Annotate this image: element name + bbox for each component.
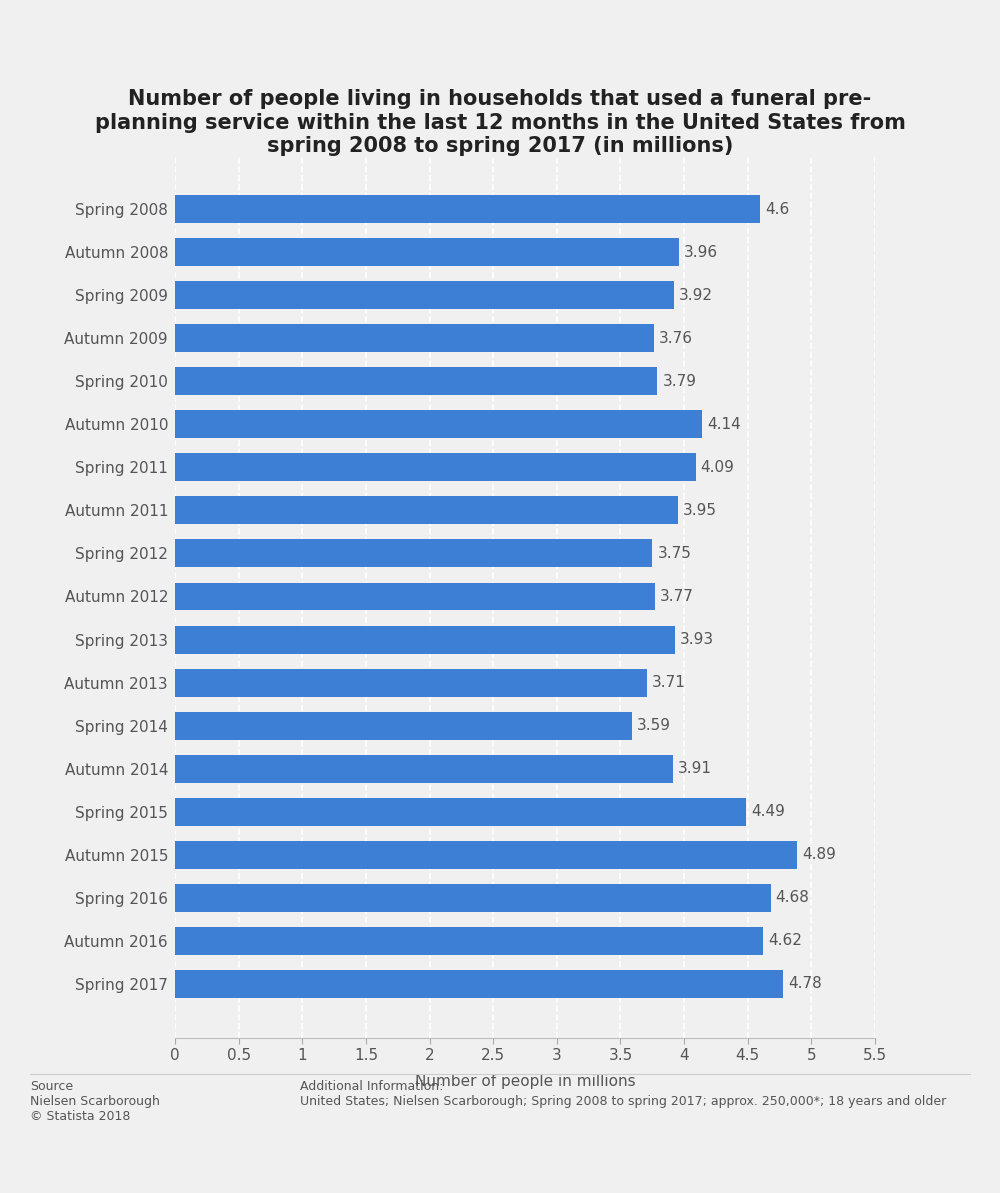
Text: 4.14: 4.14 [707, 416, 741, 432]
Text: 4.62: 4.62 [768, 933, 802, 948]
Text: 3.93: 3.93 [680, 632, 714, 647]
Text: 3.76: 3.76 [659, 330, 693, 346]
Text: 4.89: 4.89 [802, 847, 836, 863]
Text: 3.79: 3.79 [662, 373, 696, 389]
Bar [175, 711, 632, 740]
Text: 4.49: 4.49 [752, 804, 785, 820]
Text: 3.77: 3.77 [660, 589, 694, 604]
Text: 3.75: 3.75 [657, 546, 691, 561]
Bar [175, 927, 763, 954]
Bar [175, 798, 746, 826]
Bar [175, 239, 679, 266]
Bar [175, 410, 702, 438]
Bar [175, 625, 675, 654]
Bar [175, 496, 678, 525]
Bar [175, 884, 771, 911]
Bar [175, 668, 647, 697]
Bar [175, 539, 652, 568]
Text: 3.59: 3.59 [637, 718, 671, 734]
Bar [175, 282, 674, 309]
Bar [175, 841, 797, 869]
Bar [175, 324, 654, 352]
Text: 3.71: 3.71 [652, 675, 686, 690]
Text: 4.68: 4.68 [776, 890, 810, 905]
Text: 4.78: 4.78 [788, 976, 822, 991]
Text: 4.09: 4.09 [701, 459, 735, 475]
Text: 3.95: 3.95 [683, 503, 717, 518]
Text: 3.91: 3.91 [678, 761, 712, 777]
Text: 4.6: 4.6 [766, 202, 790, 217]
Bar [175, 755, 673, 783]
Text: 3.92: 3.92 [679, 288, 713, 303]
X-axis label: Number of people in millions: Number of people in millions [415, 1075, 635, 1089]
Text: Additional Information:
United States; Nielsen Scarborough; Spring 2008 to sprin: Additional Information: United States; N… [300, 1080, 946, 1107]
Bar [175, 970, 783, 997]
Text: Source
Nielsen Scarborough
© Statista 2018: Source Nielsen Scarborough © Statista 20… [30, 1080, 160, 1123]
Text: 3.96: 3.96 [684, 245, 718, 260]
Bar [175, 367, 657, 395]
Bar [175, 196, 760, 223]
Bar [175, 582, 655, 611]
Text: Number of people living in households that used a funeral pre-
planning service : Number of people living in households th… [95, 89, 905, 156]
Bar [175, 453, 696, 482]
